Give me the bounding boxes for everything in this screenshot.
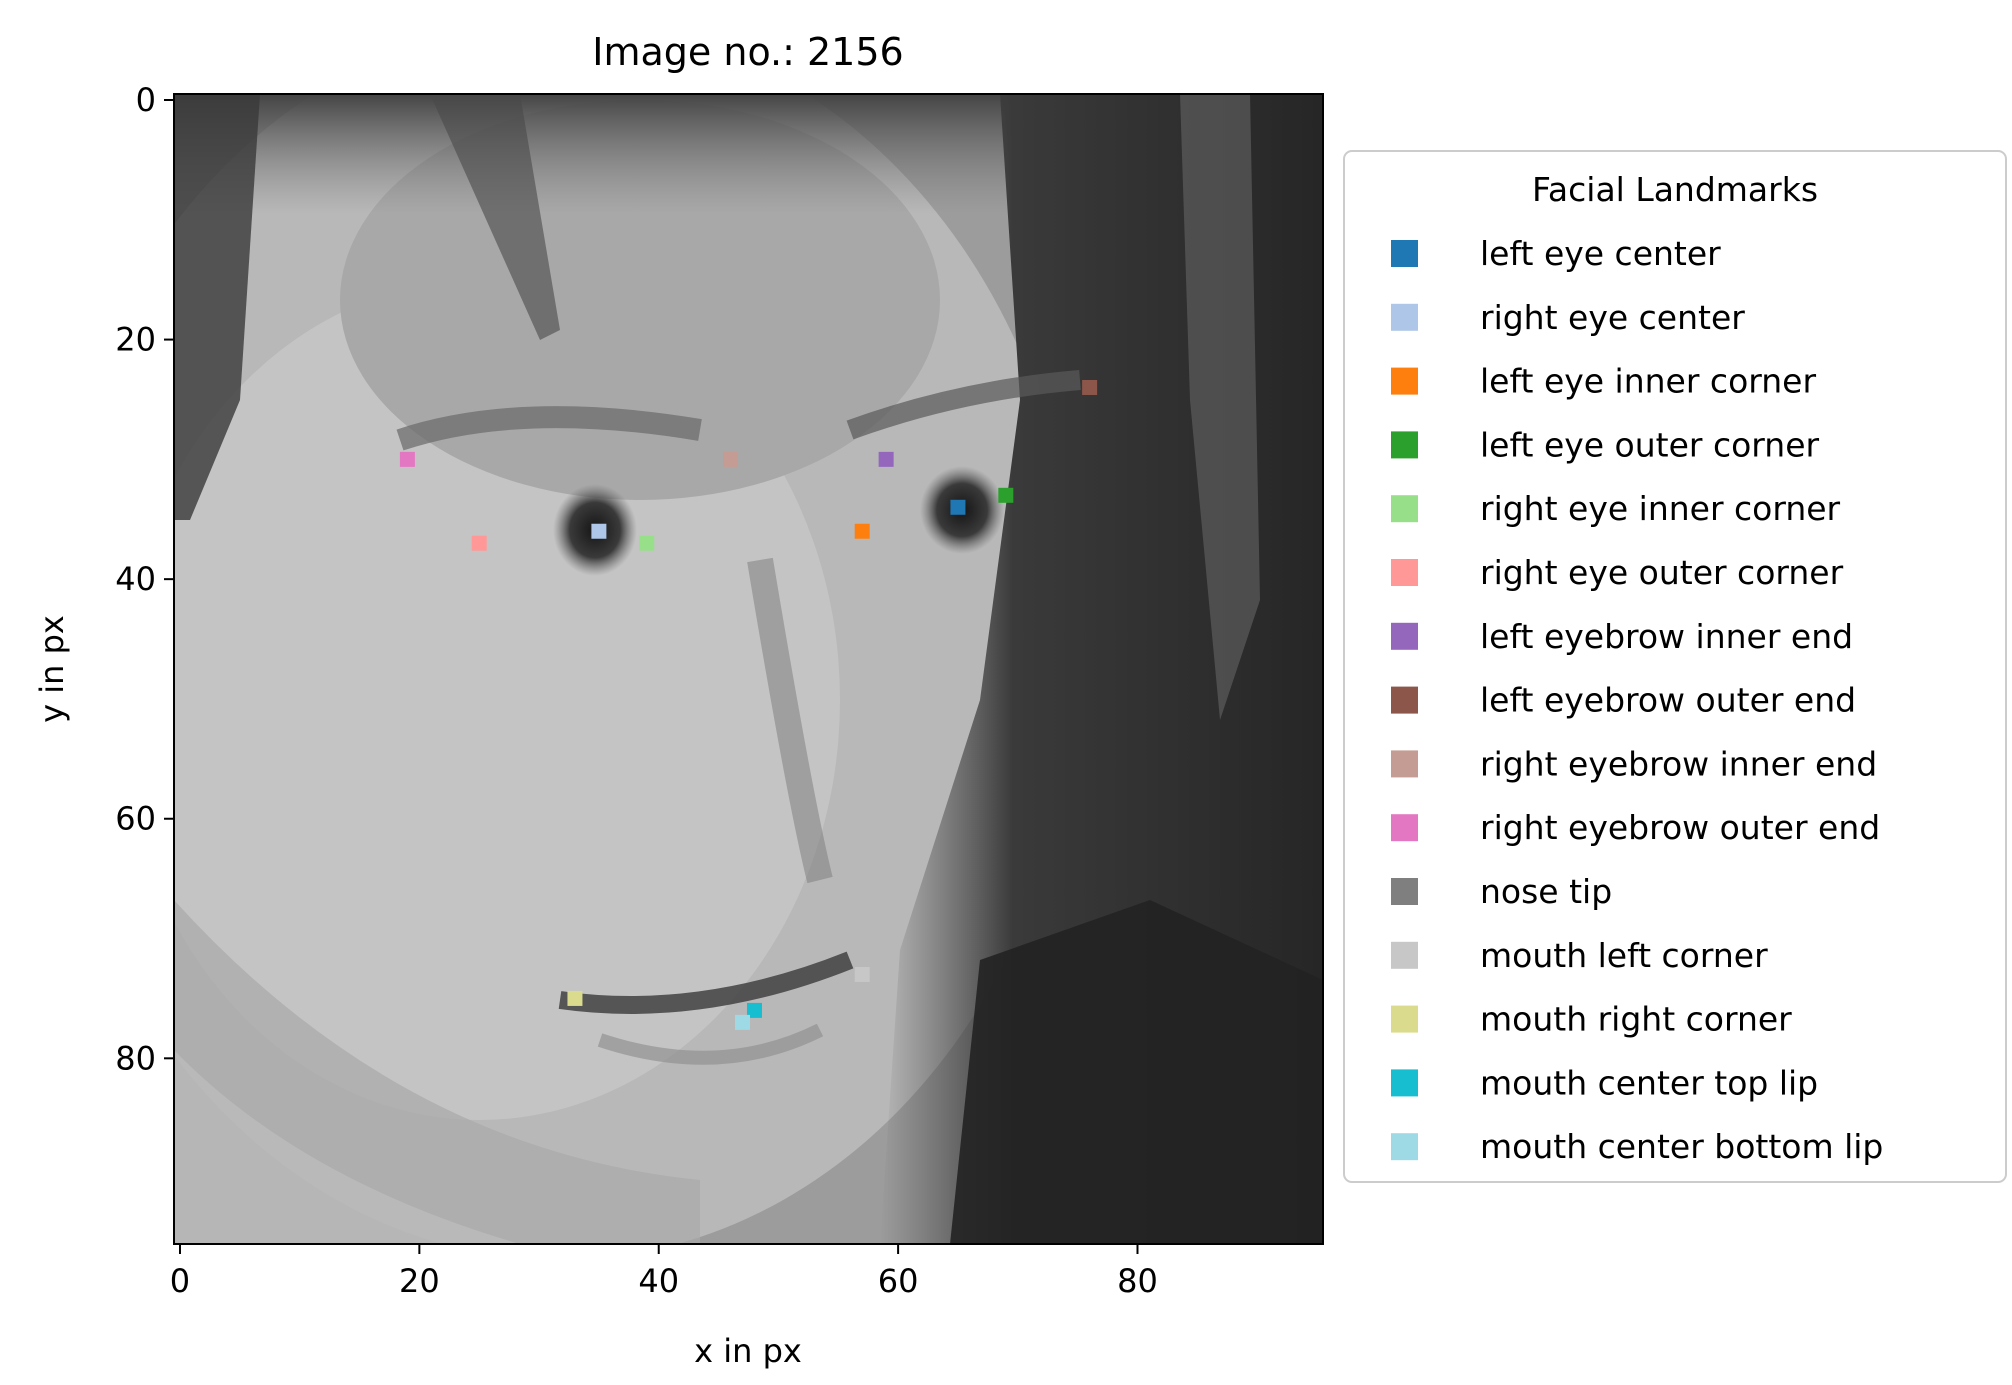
landmark-point [399,451,415,467]
legend-entry: left eyebrow outer end [1480,681,1856,720]
legend-entry: right eye center [1480,298,1745,337]
y-tick-label: 20 [115,321,156,359]
legend-swatch [1391,495,1418,523]
legend-entry: right eyebrow outer end [1480,808,1880,847]
landmark-markers [399,379,1098,1030]
legend-entry: left eye inner corner [1480,362,1816,401]
legend-swatch [1391,367,1418,395]
legend-entry: right eye outer corner [1480,553,1844,592]
x-tick-label: 40 [638,1262,679,1300]
x-tick-label: 0 [170,1262,190,1300]
landmark-point [723,451,739,467]
legend-swatch [1391,814,1418,842]
landmark-point [591,523,607,539]
legend-entry: mouth right corner [1480,1000,1792,1039]
landmark-point [950,499,966,515]
y-tick-label: 80 [115,1039,156,1077]
plot-frame [173,93,1324,1245]
landmark-point [639,535,655,551]
landmark-point [998,487,1014,503]
legend-swatch [1391,941,1418,969]
legend-entry: left eye outer corner [1480,425,1820,464]
legend-entry: right eyebrow inner end [1480,744,1877,783]
landmark-point [878,451,894,467]
legend-swatch [1391,1069,1418,1097]
landmark-point [567,990,583,1006]
legend-swatch [1391,240,1418,267]
legend-entry: left eyebrow inner end [1480,617,1853,656]
landmark-point [854,523,870,539]
landmark-point [471,535,487,551]
landmark-point [735,1014,751,1030]
legend-title: Facial Landmarks [1532,170,1818,209]
y-axis-ticks: 0 20 40 60 80 [115,81,174,1077]
y-tick-label: 0 [136,81,156,119]
legend-swatch [1391,622,1418,650]
chart-title: Image no.: 2156 [592,30,903,74]
face-image [174,94,1323,1244]
y-axis-label: y in px [33,615,71,723]
x-tick-label: 60 [878,1262,919,1300]
legend-swatch [1391,1005,1418,1033]
x-tick-label: 80 [1117,1262,1158,1300]
legend-entry: mouth center top lip [1480,1063,1818,1102]
landmark-point [1082,379,1098,395]
legend-box [1343,150,2007,1183]
legend-swatch [1391,878,1418,905]
legend-entry: nose tip [1480,872,1612,911]
x-axis-label: x in px [694,1332,802,1370]
legend-swatch [1391,750,1418,778]
legend-swatch [1391,1133,1418,1161]
legend-swatch [1391,686,1418,714]
y-tick-label: 60 [115,800,156,838]
legend-swatch [1391,303,1418,331]
x-tick-label: 20 [399,1262,440,1300]
legend-entry: mouth center bottom lip [1480,1127,1883,1166]
x-axis-ticks: 0 20 40 60 80 [170,1244,1158,1300]
y-tick-label: 40 [115,560,156,598]
landmark-point [746,1002,762,1018]
legend-entry: mouth left corner [1480,936,1768,975]
legend-entry: right eye inner corner [1480,489,1841,528]
legend-swatch [1391,559,1418,586]
legend-swatch [1391,431,1418,459]
landmark-point [854,966,870,982]
legend-entry: left eye center [1480,234,1721,273]
legend: Facial Landmarks left eye center right ey… [1343,150,2007,1183]
